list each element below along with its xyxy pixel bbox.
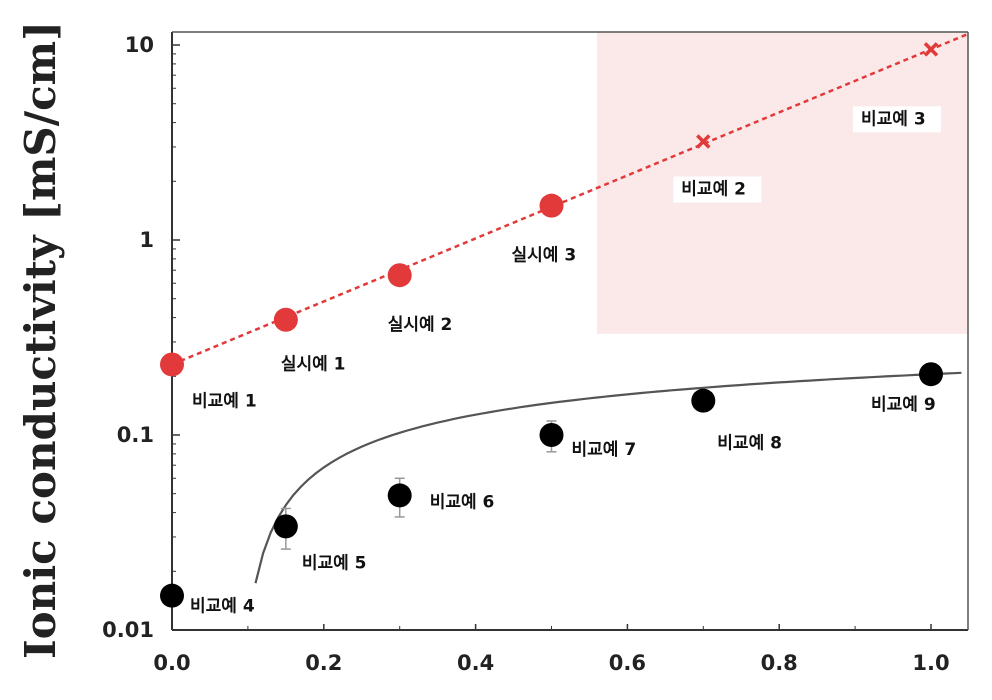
black-data-point	[160, 583, 184, 608]
data-label: 비교예 8	[717, 434, 782, 454]
x-tick-label: 0.0	[153, 651, 190, 675]
red-data-point	[160, 352, 184, 377]
x-tick-label: 0.8	[761, 651, 798, 675]
data-labels: 비교예 1 실시예 1 실시예 2 실시예 3 비교예 2 비교예 3 비교예 4 비교예 5…	[190, 106, 941, 617]
data-label: 비교예 4	[190, 597, 255, 617]
data-label: 비교예 2	[681, 179, 746, 199]
x-tick-label: 1.0	[912, 651, 949, 675]
x-tick-label: 0.6	[609, 651, 646, 675]
y-axis-label: Ionic conductivity [mS/cm]	[16, 21, 65, 659]
black-data-point	[691, 388, 716, 413]
red-data-point	[539, 193, 564, 218]
black-data-point	[919, 362, 943, 387]
y-tick-label: 0.1	[117, 423, 154, 447]
label-background	[853, 106, 941, 133]
data-label: 비교예 7	[572, 440, 637, 460]
axes: 0.0 0.2 0.4 0.6 0.8 1.0 0.01 0.1 1 10	[102, 31, 969, 675]
black-data-point	[273, 514, 298, 539]
black-data-point	[539, 423, 564, 447]
data-label: 비교예 3	[861, 109, 926, 129]
x-tick-label: 0.4	[457, 651, 494, 675]
red-data-point	[273, 307, 298, 332]
black-fit-curve	[254, 371, 962, 584]
red-x-marker	[923, 42, 939, 57]
y-tick-label: 10	[125, 33, 154, 57]
y-tick-label: 0.01	[102, 618, 154, 642]
x-stroke	[923, 42, 939, 57]
data-label: 실시예 1	[281, 355, 346, 375]
red-data-point	[387, 263, 412, 288]
highlight-region	[597, 32, 968, 334]
data-label: 비교예 1	[192, 391, 257, 411]
y-tick-label: 1	[139, 228, 154, 252]
data-label: 비교예 5	[302, 553, 367, 573]
data-label: 비교예 9	[871, 395, 936, 415]
data-markers	[160, 42, 943, 608]
x-tick-label: 0.2	[305, 651, 342, 675]
data-label: 비교예 6	[430, 492, 495, 512]
red-x-marker	[696, 134, 711, 149]
x-stroke	[696, 134, 711, 149]
data-label: 실시예 3	[512, 246, 577, 266]
label-background	[673, 176, 762, 203]
highlight-region-layer	[597, 32, 968, 334]
data-label: 실시예 2	[388, 315, 453, 335]
black-data-point	[387, 483, 412, 508]
